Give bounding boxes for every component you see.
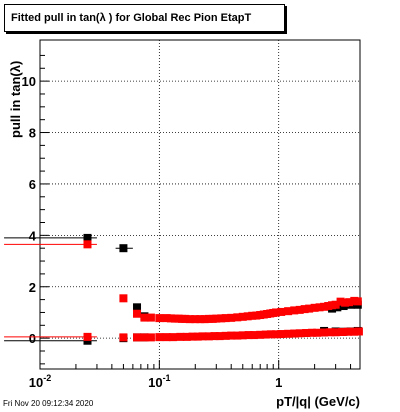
x-axis-label: pT/|q| (GeV/c) bbox=[276, 394, 360, 409]
timestamp: Fri Nov 20 09:12:34 2020 bbox=[3, 399, 94, 408]
data-point bbox=[313, 328, 322, 337]
data-point bbox=[133, 309, 142, 318]
data-point bbox=[266, 330, 275, 339]
data-point bbox=[198, 332, 207, 341]
data-point bbox=[221, 314, 230, 323]
data-point bbox=[238, 331, 247, 340]
y-axis-label: pull in tan(λ) bbox=[8, 60, 23, 138]
data-point bbox=[354, 327, 363, 336]
data-point bbox=[227, 331, 236, 340]
data-point bbox=[133, 333, 142, 342]
x-tick-label: 10-1 bbox=[148, 373, 170, 390]
data-point bbox=[182, 332, 191, 341]
data-point bbox=[83, 332, 92, 341]
data-point bbox=[83, 240, 92, 249]
chart-title: Fitted pull in tan(λ ) for Global Rec Pi… bbox=[4, 4, 285, 32]
data-point bbox=[210, 332, 219, 341]
data-point bbox=[331, 300, 340, 309]
y-tick-label: 6 bbox=[29, 177, 36, 192]
data-point bbox=[119, 333, 128, 342]
data-point bbox=[345, 298, 354, 307]
data-point bbox=[204, 332, 213, 341]
data-point bbox=[181, 314, 190, 323]
data-point bbox=[310, 303, 319, 312]
data-point bbox=[295, 305, 304, 314]
data-point bbox=[343, 327, 352, 336]
data-point bbox=[196, 315, 205, 324]
data-point bbox=[221, 331, 230, 340]
data-point bbox=[185, 315, 194, 324]
x-tick-label: 1 bbox=[275, 375, 282, 390]
data-point bbox=[320, 302, 329, 311]
data-point bbox=[320, 328, 329, 337]
data-point bbox=[200, 315, 209, 324]
data-point bbox=[290, 306, 299, 315]
data-point bbox=[350, 327, 359, 336]
data-point bbox=[315, 303, 324, 312]
data-point bbox=[336, 297, 345, 306]
data-point bbox=[326, 328, 335, 337]
data-point bbox=[272, 308, 281, 317]
data-point bbox=[140, 333, 149, 342]
data-point bbox=[140, 313, 149, 322]
data-point bbox=[295, 329, 304, 338]
data-point bbox=[277, 307, 286, 316]
data-point bbox=[256, 330, 265, 339]
data-point bbox=[238, 312, 247, 321]
data-point bbox=[162, 333, 171, 342]
data-point bbox=[248, 311, 257, 320]
data-point bbox=[188, 332, 197, 341]
data-point bbox=[290, 329, 299, 338]
data-point bbox=[162, 314, 171, 323]
data-point bbox=[215, 332, 224, 341]
data-point bbox=[217, 314, 226, 323]
data-points bbox=[83, 233, 363, 345]
y-tick-label: 0 bbox=[29, 331, 36, 346]
y-tick-label: 2 bbox=[29, 280, 36, 295]
data-point bbox=[193, 332, 202, 341]
data-point bbox=[176, 332, 185, 341]
data-point bbox=[284, 307, 293, 316]
data-point bbox=[133, 303, 142, 312]
data-point bbox=[146, 333, 155, 342]
x-tick-label: 10-2 bbox=[29, 373, 51, 390]
data-point bbox=[227, 313, 236, 322]
data-point bbox=[331, 328, 340, 337]
data-point bbox=[146, 313, 155, 322]
y-tick-label: 10 bbox=[22, 74, 36, 89]
data-point bbox=[155, 333, 164, 342]
data-point bbox=[244, 331, 253, 340]
data-point bbox=[353, 297, 362, 306]
data-point bbox=[305, 304, 314, 313]
data-point bbox=[284, 329, 293, 338]
data-point bbox=[272, 330, 281, 339]
data-point bbox=[155, 314, 164, 323]
y-tick-label: 8 bbox=[29, 126, 36, 141]
data-point bbox=[307, 328, 316, 337]
data-point bbox=[191, 315, 200, 324]
plot-frame bbox=[39, 39, 361, 370]
data-point bbox=[212, 314, 221, 323]
data-point bbox=[168, 333, 177, 342]
data-point bbox=[83, 233, 92, 242]
data-point bbox=[277, 330, 286, 339]
data-point bbox=[249, 331, 258, 340]
y-tick-label: 4 bbox=[29, 228, 37, 243]
data-point bbox=[119, 294, 128, 303]
data-point bbox=[341, 298, 350, 307]
data-point bbox=[300, 305, 309, 314]
data-point bbox=[261, 330, 270, 339]
data-point bbox=[243, 312, 252, 321]
data-point bbox=[338, 327, 347, 336]
data-point bbox=[233, 331, 242, 340]
data-point bbox=[302, 329, 311, 338]
data-point bbox=[233, 313, 242, 322]
data-point bbox=[119, 244, 128, 253]
